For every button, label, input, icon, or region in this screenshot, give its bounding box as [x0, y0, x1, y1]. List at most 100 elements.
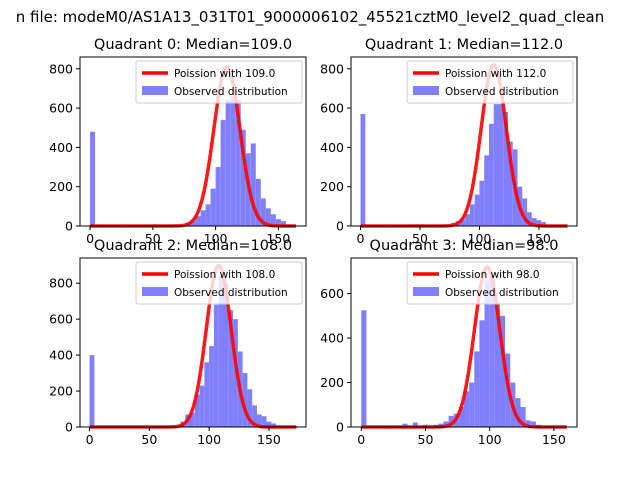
histogram-bar	[90, 131, 96, 226]
histogram-bar	[464, 391, 470, 427]
histogram-bar	[493, 104, 499, 226]
histogram-bar	[204, 362, 210, 427]
legend-hist-label: Observed distribution	[445, 287, 559, 299]
legend: Poission with 112.0 Observed distribution	[406, 60, 574, 104]
x-tick-label: 50	[141, 432, 157, 447]
histogram-bar	[247, 389, 253, 427]
y-tick-label: 600	[320, 286, 344, 301]
x-tick-label: 50	[145, 231, 161, 246]
histogram-bar	[494, 302, 500, 427]
histogram-bar	[280, 221, 286, 226]
panel-title: Quadrant 3: Median=98.0	[370, 238, 559, 254]
y-tick-label: 0	[65, 420, 73, 435]
histogram-bar	[235, 100, 241, 226]
axes-frame	[350, 56, 578, 227]
histogram-bar	[460, 219, 466, 226]
histogram-bar	[256, 414, 262, 427]
legend-fit-label: Poission with 109.0	[174, 68, 275, 80]
histogram-bar	[255, 178, 261, 226]
y-tick-label: 600	[320, 101, 344, 116]
x-tick-label: 150	[527, 231, 551, 246]
histogram-bar	[266, 421, 272, 427]
y-tick-label: 200	[49, 384, 73, 399]
x-tick-label: 100	[197, 432, 221, 447]
histogram-bar	[412, 422, 418, 427]
histogram-bar	[190, 221, 196, 226]
histogram-bar	[195, 216, 201, 226]
histogram-bar	[271, 423, 277, 427]
legend-hist-swatch	[142, 86, 168, 95]
histogram-bar	[469, 382, 475, 427]
figure-suptitle: n file: modeM0/AS1A13_031T01_9000006102_…	[16, 8, 605, 27]
quadrant-panel-1: Quadrant 1: Median=112.0 0 50 100 150 0 200 400…	[320, 37, 578, 246]
histogram-bar	[525, 420, 531, 427]
legend-box	[406, 60, 574, 104]
legend-fit-label: Poission with 98.0	[445, 269, 540, 281]
histogram-bar	[498, 104, 504, 226]
legend-box	[135, 261, 303, 305]
x-tick-label: 100	[468, 231, 492, 246]
histogram-bar	[541, 222, 547, 226]
legend: Poission with 109.0 Observed distribution	[135, 60, 303, 104]
legend-fit-label: Poission with 108.0	[174, 269, 275, 281]
y-tick-label: 200	[320, 375, 344, 390]
x-tick-label: 0	[357, 432, 365, 447]
histogram-bar	[465, 214, 470, 226]
x-tick-label: 0	[86, 231, 94, 246]
histogram-bar	[210, 188, 216, 226]
histogram-bar	[89, 355, 95, 427]
histogram-bar	[213, 304, 219, 427]
histogram-bar	[218, 275, 224, 427]
histogram-bar	[484, 155, 489, 226]
histogram-bar	[469, 204, 475, 226]
histogram-bar	[270, 214, 276, 226]
histogram-bar	[228, 310, 234, 427]
panel-title: Quadrant 2: Median=108.0	[94, 238, 292, 254]
histogram-bar	[515, 398, 521, 427]
legend: Poission with 98.0 Observed distribution	[406, 261, 574, 305]
legend-hist-label: Observed distribution	[445, 86, 559, 98]
histogram-bar	[360, 113, 366, 226]
histogram-bar	[250, 143, 256, 226]
axes-frame	[350, 257, 578, 428]
histogram-bar	[215, 167, 221, 226]
y-tick-label: 400	[49, 140, 73, 155]
histogram-bar	[448, 415, 454, 427]
y-tick-label: 200	[320, 179, 344, 194]
histogram-bar	[484, 280, 490, 427]
histogram-bar	[252, 405, 257, 427]
x-tick-label: 100	[478, 432, 502, 447]
histogram-bar	[230, 96, 236, 226]
y-tick-label: 600	[49, 312, 73, 327]
axes-frame	[79, 257, 307, 428]
histogram-bar	[527, 212, 532, 226]
quadrant-panel-3: Quadrant 3: Median=98.0 0 50 100 150 0 200 400 6…	[320, 238, 578, 447]
legend-hist-swatch	[413, 86, 439, 95]
histogram-bar	[443, 421, 449, 427]
x-tick-label: 150	[266, 231, 290, 246]
histogram-bar	[458, 406, 464, 427]
x-tick-label: 0	[357, 231, 365, 246]
x-tick-label: 50	[418, 432, 434, 447]
legend-hist-swatch	[413, 287, 439, 296]
legend-fit-label: Poission with 112.0	[445, 68, 546, 80]
histogram-bar	[479, 180, 485, 226]
x-tick-label: 50	[412, 231, 428, 246]
histogram-bar	[474, 194, 480, 226]
histogram-bar	[260, 198, 266, 226]
histogram-bar	[205, 204, 211, 226]
histogram-bar	[503, 112, 509, 226]
histogram-bar	[474, 351, 480, 427]
histogram-bar	[220, 119, 226, 226]
y-tick-label: 0	[65, 219, 73, 234]
axes-frame	[79, 56, 307, 227]
y-tick-label: 400	[49, 348, 73, 363]
legend-box	[135, 60, 303, 104]
legend-hist-label: Observed distribution	[174, 86, 288, 98]
x-tick-label: 150	[542, 432, 566, 447]
panel-title: Quadrant 0: Median=109.0	[94, 37, 292, 53]
histogram-bar	[240, 129, 246, 226]
histogram-bar	[488, 123, 494, 226]
histogram-bar	[520, 406, 526, 427]
